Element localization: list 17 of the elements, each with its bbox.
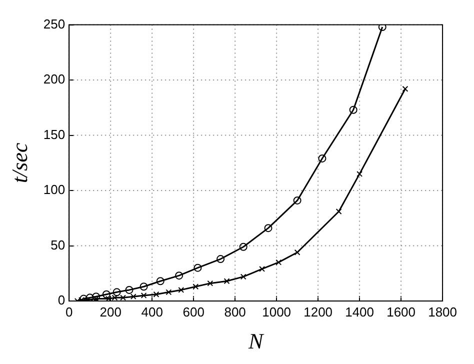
x-axis-title: N (247, 328, 264, 354)
y-axis-title: t/sec (6, 142, 32, 184)
y-tick-label: 50 (50, 237, 66, 252)
x-tick-label: 1400 (345, 304, 374, 320)
x-tick-label: 1600 (386, 304, 416, 320)
y-tick-label: 0 (58, 292, 66, 308)
x-tick-label: 1000 (262, 304, 292, 320)
y-tick-label: 150 (43, 126, 66, 142)
y-tick-label: 250 (43, 16, 66, 32)
x-tick-label: 400 (141, 304, 163, 320)
x-tick-label: 1200 (304, 304, 333, 320)
x-tick-label: 600 (182, 304, 204, 320)
y-tick-label: 200 (43, 72, 66, 87)
y-tick-label: 100 (43, 182, 66, 198)
x-tick-label: 1800 (428, 304, 457, 320)
x-tick-label: 800 (224, 304, 246, 320)
x-tick-label: 200 (100, 304, 122, 320)
